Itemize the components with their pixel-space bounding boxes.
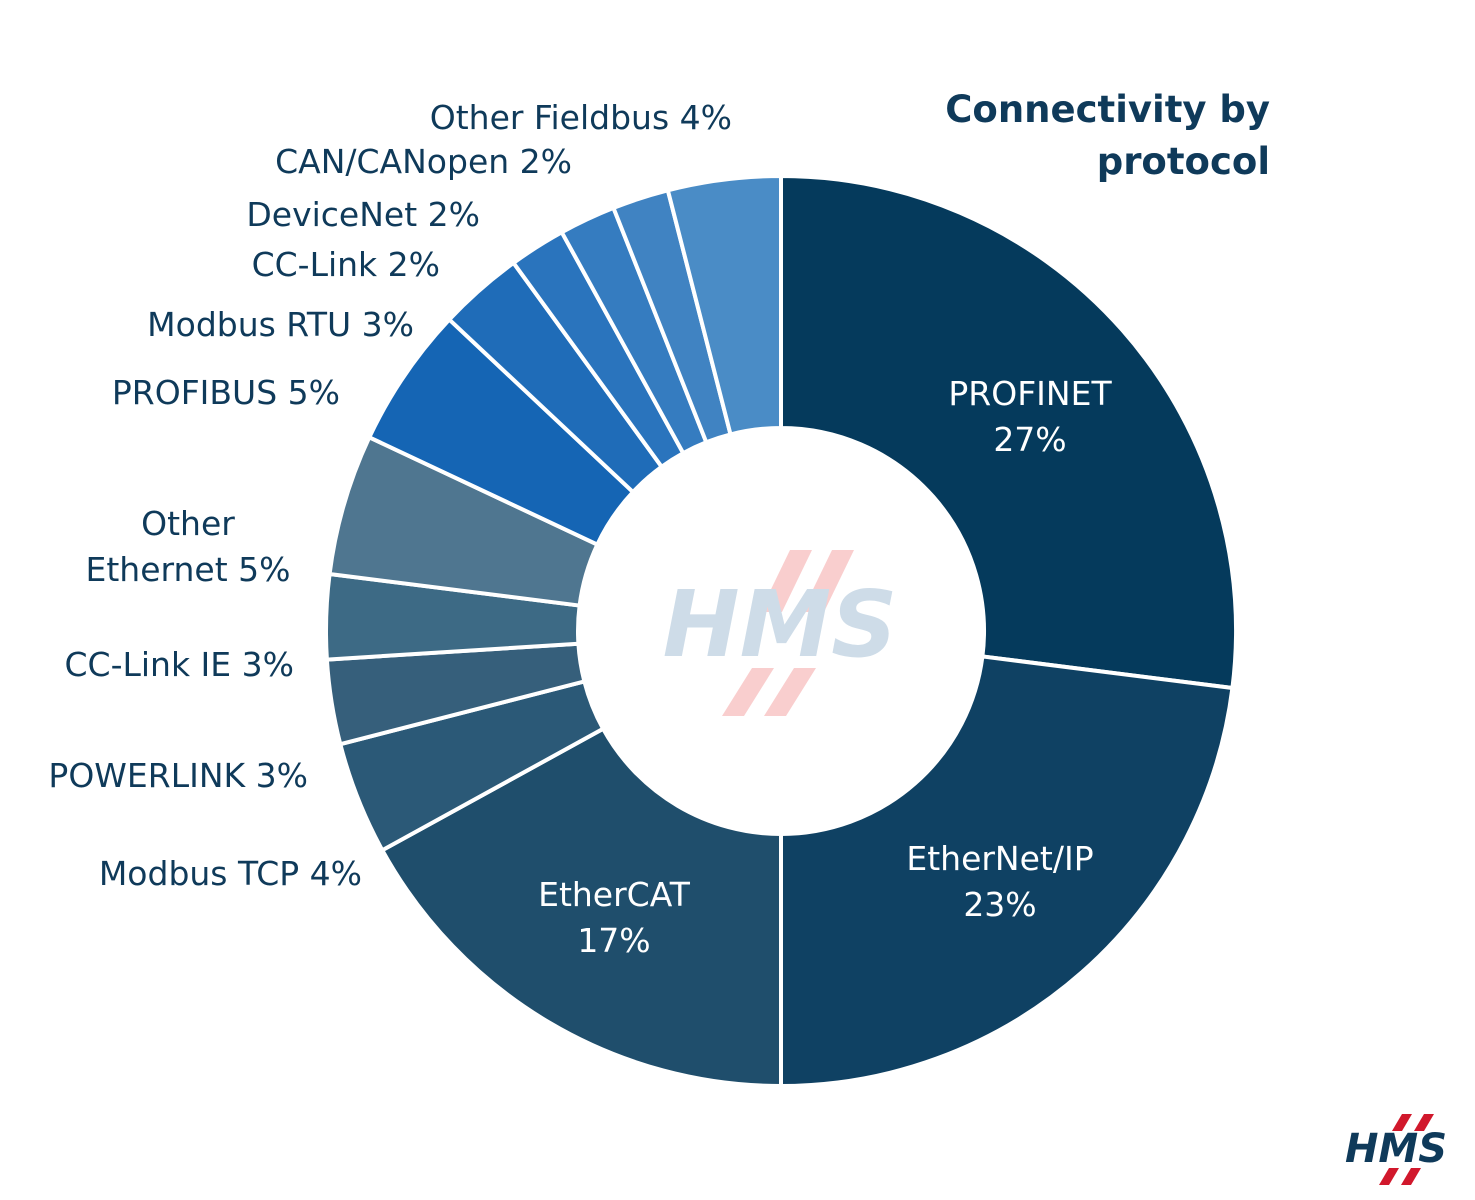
slice-label-devicenet: DeviceNet 2% [246,195,480,234]
watermark-text: HMS [663,571,898,678]
slice-label-other-fieldbus: Other Fieldbus 4% [430,98,732,137]
hms-logo: HMS [1345,1114,1447,1185]
slice-label-powerlink: POWERLINK 3% [48,756,308,795]
slice-label-can-canopen: CAN/CANopen 2% [275,142,572,181]
slice-label-cc-link-ie: CC-Link IE 3% [65,645,295,684]
slice-ethernet-ip [779,654,1235,1089]
slice-ethercat [379,726,783,1089]
slice-profinet [779,173,1238,691]
slice-labels: PROFINET 27% EtherNet/IP 23% EtherCAT 17% Modb… [48,98,1112,960]
chart-title: Connectivity by protocol [945,88,1270,183]
slice-label-ethercat: EtherCAT 17% [538,875,691,960]
slice-label-cc-link: CC-Link 2% [252,245,440,284]
slice-other-fieldbus [665,173,783,437]
slice-label-other-ethernet: Other Ethernet 5% [86,504,291,589]
logo-text: HMS [1345,1126,1447,1172]
slice-label-profinet: PROFINET 27% [948,374,1112,459]
slice-label-modbus-tcp: Modbus TCP 4% [99,854,362,893]
slice-label-profibus: PROFIBUS 5% [112,373,340,412]
donut-slices [324,173,1238,1089]
slice-label-ethernet-ip: EtherNet/IP 23% [906,839,1093,924]
hms-watermark: HMS [663,550,898,716]
slice-label-modbus-rtu: Modbus RTU 3% [147,305,414,344]
